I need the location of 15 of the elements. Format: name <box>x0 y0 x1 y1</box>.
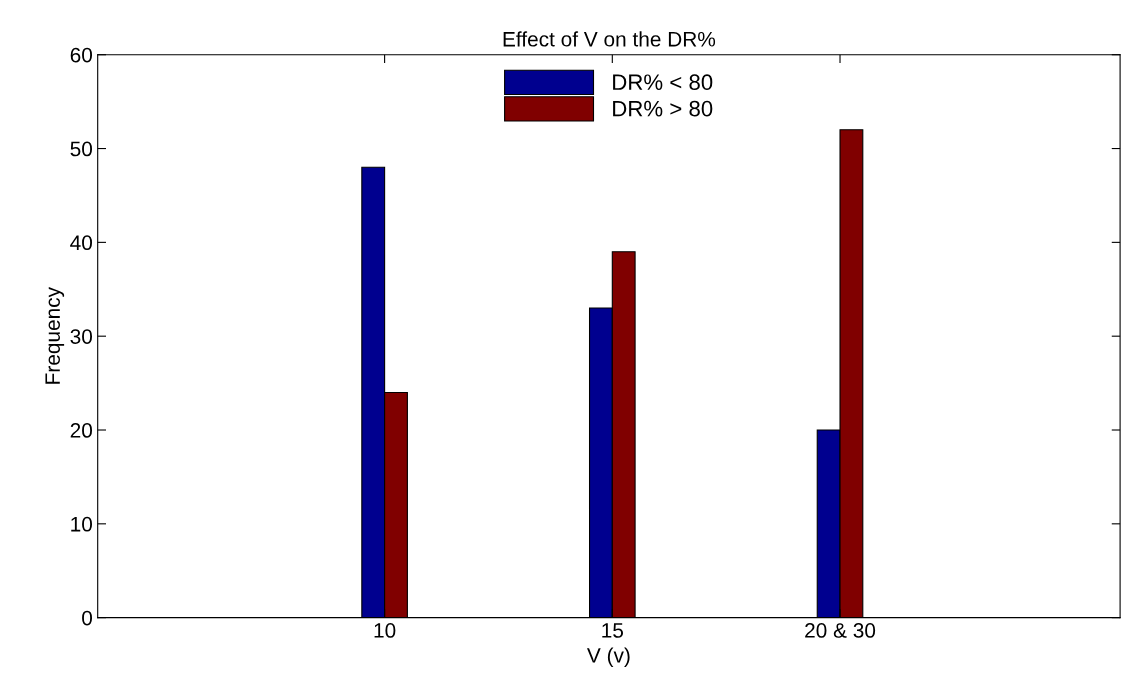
y-tick-label: 50 <box>70 141 93 157</box>
y-tick-label: 30 <box>70 329 93 344</box>
y-axis-title: Frequency <box>45 287 65 384</box>
x-tick-label: 20 & 30 <box>805 623 876 638</box>
y-tick-label: 60 <box>70 47 93 63</box>
y-tick-label: 20 <box>70 423 93 438</box>
y-tick-label: 10 <box>71 516 93 532</box>
x-tick-label: 15 <box>602 623 624 638</box>
y-tick-label: 0 <box>82 610 93 626</box>
legend-label: DR% < 80 <box>613 74 713 91</box>
legend-label: DR% > 80 <box>613 100 713 117</box>
chart-title: Effect of V on the DR% <box>503 31 716 47</box>
x-tick-label: 10 <box>374 623 396 638</box>
x-axis-title: V (v) <box>587 647 630 667</box>
y-tick-label: 40 <box>70 235 93 251</box>
